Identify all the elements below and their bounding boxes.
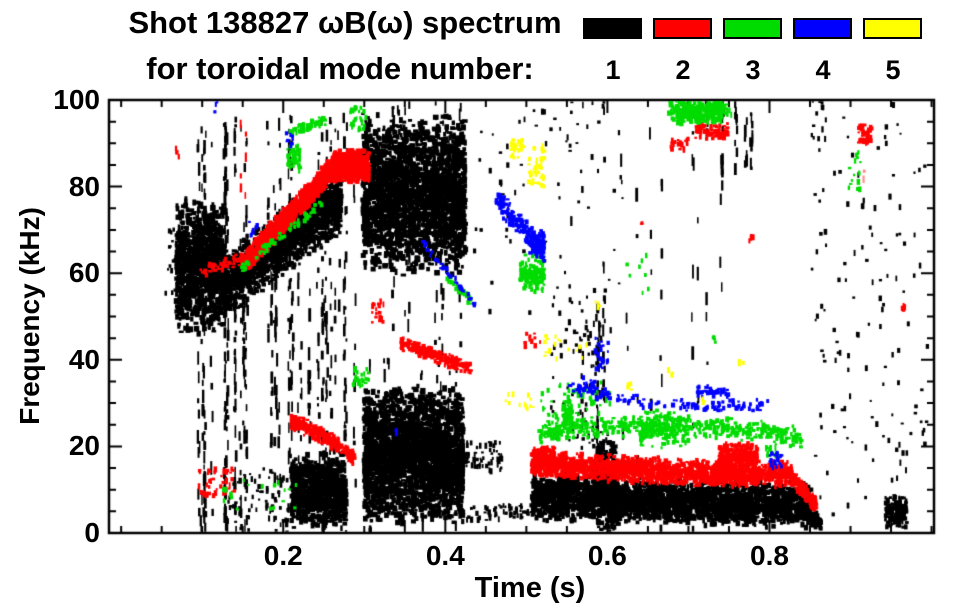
plot-title-line1: Shot 138827 ωB(ω) spectrum [128, 5, 562, 40]
legend-swatch-mode-2 [653, 18, 712, 39]
legend-mode-label: 5 [885, 55, 901, 85]
legend-swatch-mode-1 [583, 18, 642, 39]
y-tick-label: 80 [68, 170, 100, 202]
legend-mode-label: 3 [745, 55, 761, 85]
y-tick-label: 100 [53, 84, 100, 115]
legend-swatch-mode-5 [863, 18, 922, 39]
x-tick-label: 0.2 [263, 540, 303, 571]
legend-swatch-mode-3 [723, 18, 782, 39]
legend-mode-label: 1 [605, 55, 621, 85]
y-tick-label: 20 [68, 430, 100, 462]
x-axis-label: Time (s) [474, 572, 586, 604]
y-tick-label: 0 [84, 517, 100, 548]
x-tick-label: 0.8 [750, 540, 789, 571]
legend-swatch-mode-4 [793, 18, 852, 39]
legend-mode-label: 2 [675, 55, 691, 85]
plot-title-line2: for toroidal mode number: [146, 51, 534, 86]
y-tick-label: 40 [68, 343, 100, 375]
x-tick-label: 0.6 [587, 540, 627, 571]
legend-mode-label: 4 [815, 55, 831, 85]
x-tick-label: 0.4 [425, 540, 465, 571]
y-axis-label: Frequency (kHz) [14, 207, 45, 425]
y-tick-label: 60 [68, 257, 100, 289]
